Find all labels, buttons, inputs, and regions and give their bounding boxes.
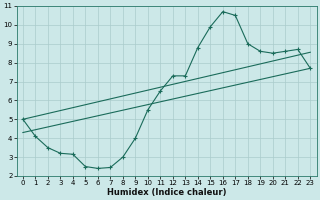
X-axis label: Humidex (Indice chaleur): Humidex (Indice chaleur) bbox=[107, 188, 226, 197]
